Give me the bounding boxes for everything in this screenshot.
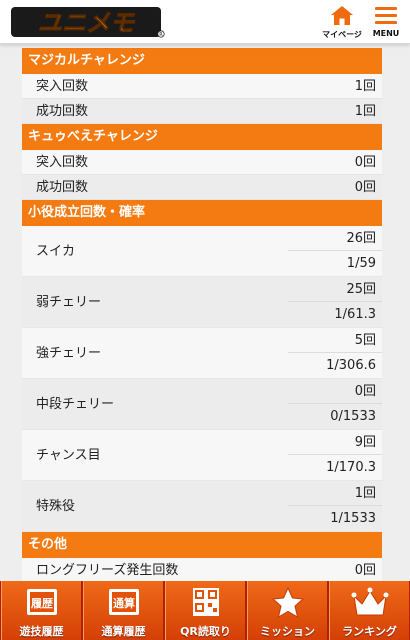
role-probability: 1/306.6 xyxy=(326,358,376,373)
role-count: 0回 xyxy=(288,379,382,404)
qr-code-icon xyxy=(192,588,219,616)
stat-value: 1回 xyxy=(354,104,376,119)
menu-button[interactable]: MENU xyxy=(368,4,404,42)
home-icon xyxy=(331,6,353,25)
role-count: 25回 xyxy=(288,277,382,302)
nav-total-history[interactable]: 通算 通算履歴 xyxy=(83,581,163,640)
hamburger-icon xyxy=(375,7,397,24)
logo-text: ユニメモ xyxy=(38,9,135,37)
role-count: 5回 xyxy=(288,328,382,353)
unimemo-logo[interactable]: ユニメモ R xyxy=(10,5,166,39)
nav-label: QR読取り xyxy=(180,625,231,638)
section-title-kyubey: キュゥべえチャレンジ xyxy=(22,124,382,150)
svg-text:R: R xyxy=(159,32,163,38)
nav-play-history[interactable]: 履歴 遊技履歴 xyxy=(1,581,81,640)
role-name: 弱チェリー xyxy=(36,295,102,310)
small-role-row: チャンス目 9回 1/170.3 xyxy=(22,430,382,481)
bottom-nav: 履歴 遊技履歴 通算 通算履歴 QR読取り ミッション xyxy=(0,581,410,640)
crown-icon xyxy=(351,587,388,616)
nav-label: ランキング xyxy=(342,625,397,638)
stat-row: ロングフリーズ発生回数 0回 xyxy=(22,558,382,583)
role-name: スイカ xyxy=(36,244,76,259)
section-title-small-roles: 小役成立回数・確率 xyxy=(22,200,382,226)
star-icon xyxy=(271,586,304,619)
role-name: 中段チェリー xyxy=(36,397,115,412)
stat-label: 突入回数 xyxy=(36,155,89,170)
history-icon: 履歴 xyxy=(26,589,57,615)
small-role-row: 特殊役 1回 1/1533 xyxy=(22,481,382,532)
role-name: 強チェリー xyxy=(36,346,102,361)
svg-text:履歴: 履歴 xyxy=(31,597,53,610)
role-probability: 1/59 xyxy=(346,256,376,271)
role-name: チャンス目 xyxy=(36,448,101,463)
stat-row: 成功回数 0回 xyxy=(22,175,382,200)
role-probability: 1/61.3 xyxy=(334,307,376,322)
other-rows: ロングフリーズ発生回数 0回 xyxy=(22,558,382,583)
stat-row: 突入回数 1回 xyxy=(22,74,382,99)
stat-label: 成功回数 xyxy=(36,180,89,195)
stat-label: ロングフリーズ発生回数 xyxy=(36,563,179,578)
small-role-row: スイカ 26回 1/59 xyxy=(22,226,382,277)
stat-label: 突入回数 xyxy=(36,79,89,94)
stat-label: 成功回数 xyxy=(36,104,89,119)
mypage-label: マイページ xyxy=(322,30,362,39)
stat-value: 1回 xyxy=(354,79,376,94)
nav-ranking[interactable]: ランキング xyxy=(329,581,409,640)
small-role-rows: スイカ 26回 1/59 弱チェリー 25回 1/61.3 強チェリー 5回 1/30… xyxy=(22,226,382,532)
role-probability: 0/1533 xyxy=(330,409,376,424)
section-title-magical: マジカルチャレンジ xyxy=(22,48,382,74)
magical-rows: 突入回数 1回 成功回数 1回 xyxy=(22,74,382,124)
stat-value: 0回 xyxy=(354,155,376,170)
role-count: 1回 xyxy=(288,481,382,506)
nav-qr-scan[interactable]: QR読取り xyxy=(165,581,245,640)
stat-value: 0回 xyxy=(354,563,376,578)
mypage-button[interactable]: マイページ xyxy=(322,4,362,42)
svg-text:通算: 通算 xyxy=(113,596,135,610)
role-probability: 1/1533 xyxy=(330,511,376,526)
role-name: 特殊役 xyxy=(36,499,76,514)
small-role-row: 中段チェリー 0回 0/1533 xyxy=(22,379,382,430)
nav-label: 遊技履歴 xyxy=(19,625,64,638)
role-probability: 1/170.3 xyxy=(326,460,376,475)
total-icon: 通算 xyxy=(108,589,139,615)
nav-mission[interactable]: ミッション xyxy=(247,581,327,640)
role-count: 9回 xyxy=(288,430,382,455)
role-count: 26回 xyxy=(288,226,382,251)
app-header: ユニメモ R マイページ MENU xyxy=(0,0,410,44)
nav-label: 通算履歴 xyxy=(101,625,146,638)
stat-row: 突入回数 0回 xyxy=(22,150,382,175)
small-role-row: 強チェリー 5回 1/306.6 xyxy=(22,328,382,379)
section-title-other: その他 xyxy=(22,532,382,558)
nav-label: ミッション xyxy=(260,625,315,638)
kyubey-rows: 突入回数 0回 成功回数 0回 xyxy=(22,150,382,200)
stat-row: 成功回数 1回 xyxy=(22,99,382,124)
menu-label: MENU xyxy=(372,29,400,38)
stats-content: マジカルチャレンジ 突入回数 1回 成功回数 1回 キュゥべえチャレンジ 突入回… xyxy=(22,48,382,583)
stat-value: 0回 xyxy=(354,180,376,195)
small-role-row: 弱チェリー 25回 1/61.3 xyxy=(22,277,382,328)
